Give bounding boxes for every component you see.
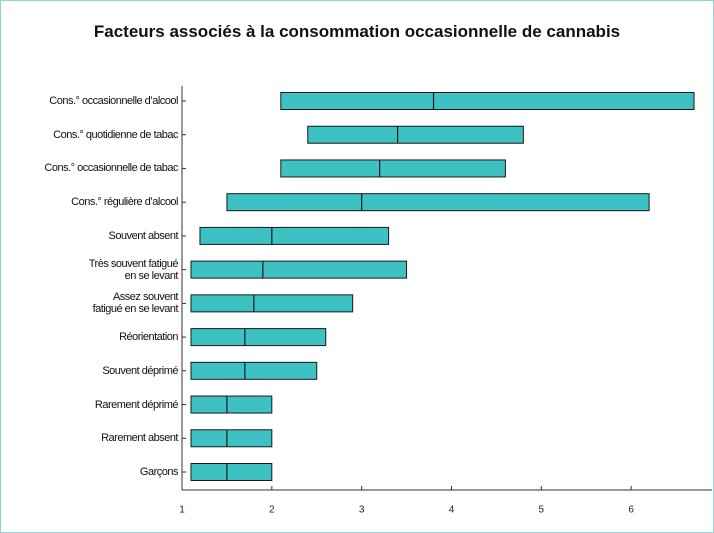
range-bar (199, 226, 390, 245)
x-tick-label: 4 (449, 505, 455, 516)
range-bar (307, 125, 524, 144)
range-bar (190, 294, 354, 313)
range-bar (190, 395, 273, 414)
y-tick-label: Souvent déprimé (102, 364, 178, 377)
x-tick-label: 6 (628, 505, 634, 516)
range-bar (190, 463, 273, 481)
range-bar (280, 159, 506, 178)
y-tick-label: Garçons (139, 466, 179, 478)
y-tick-label: Cons.° régulière d’alcool (71, 196, 178, 209)
y-tick-label: Souvent absent (108, 229, 179, 242)
x-tick-label: 3 (359, 505, 365, 516)
y-tick-label: Cons.° occasionnelle d’alcool (49, 95, 178, 107)
y-tick-label: Assez souvent fatigué en se levant (92, 291, 179, 316)
y-tick-label: Cons.° occasionnelle de tabac (44, 162, 178, 175)
y-tick-label: Cons.° quotidienne de tabac (53, 128, 178, 141)
x-tick-label: 2 (269, 505, 275, 516)
range-bar (190, 260, 408, 279)
chart-title: Facteurs associés à la consommation occa… (93, 22, 621, 41)
y-tick-label: Rarement absent (101, 432, 178, 445)
range-bar (190, 361, 318, 380)
y-tick-label: Rarement déprimé (94, 398, 179, 411)
x-tick-label: 5 (539, 505, 545, 516)
range-bar (190, 429, 273, 448)
range-bar (190, 328, 327, 347)
x-tick-label: 1 (179, 505, 185, 516)
range-bar (280, 92, 695, 110)
y-tick-label: Très souvent fatigué en se levant (88, 257, 179, 282)
y-tick-label: Réorientation (119, 331, 178, 344)
range-bar (226, 193, 650, 212)
